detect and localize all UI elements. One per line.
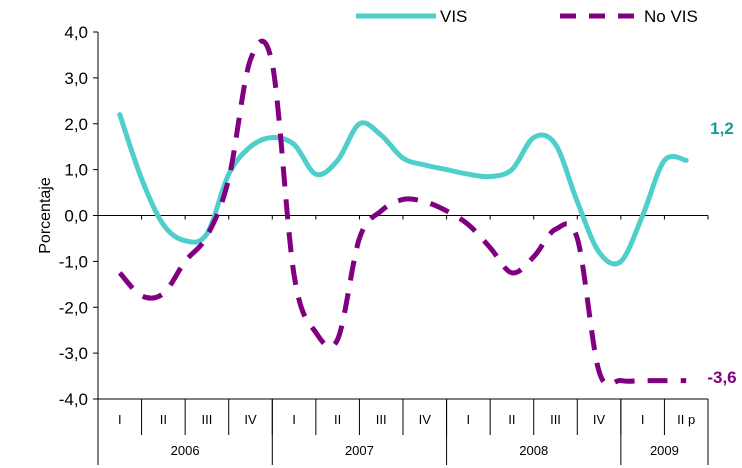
y-axis-title: Porcentaje: [37, 177, 54, 254]
y-tick-label: -4,0: [59, 390, 88, 409]
quarter-label: IV: [593, 412, 606, 427]
quarter-label: III: [376, 412, 387, 427]
quarter-label: I: [118, 412, 122, 427]
y-tick-label: 3,0: [64, 69, 88, 88]
y-tick-label: 1,0: [64, 161, 88, 180]
quarter-label: IV: [244, 412, 257, 427]
y-tick-label: -2,0: [59, 298, 88, 317]
series-line-no-vis: [117, 38, 687, 387]
quarter-label: I: [641, 412, 645, 427]
y-tick-label: 4,0: [64, 23, 88, 42]
series-line-vis: [117, 112, 689, 267]
year-label: 2007: [345, 443, 374, 458]
y-tick-label: 2,0: [64, 115, 88, 134]
y-tick-label: -3,0: [59, 344, 88, 363]
quarter-label: II: [160, 412, 167, 427]
y-tick-label: 0,0: [64, 207, 88, 226]
quarter-label: II p: [677, 412, 695, 427]
legend-label-vis: VIS: [440, 7, 467, 26]
quarter-label: II: [508, 412, 515, 427]
quarter-label: IV: [419, 412, 432, 427]
year-label: 2006: [171, 443, 200, 458]
legend-label-no-vis: No VIS: [644, 7, 698, 26]
end-value-label-no-vis: -3,6: [707, 368, 736, 387]
year-label: 2009: [650, 443, 679, 458]
quarter-label: III: [202, 412, 213, 427]
y-tick-label: -1,0: [59, 252, 88, 271]
quarter-label: I: [292, 412, 296, 427]
quarter-label: III: [550, 412, 561, 427]
quarter-label: I: [467, 412, 471, 427]
quarter-label: II: [334, 412, 341, 427]
year-label: 2008: [519, 443, 548, 458]
end-value-label-vis: 1,2: [710, 119, 734, 138]
